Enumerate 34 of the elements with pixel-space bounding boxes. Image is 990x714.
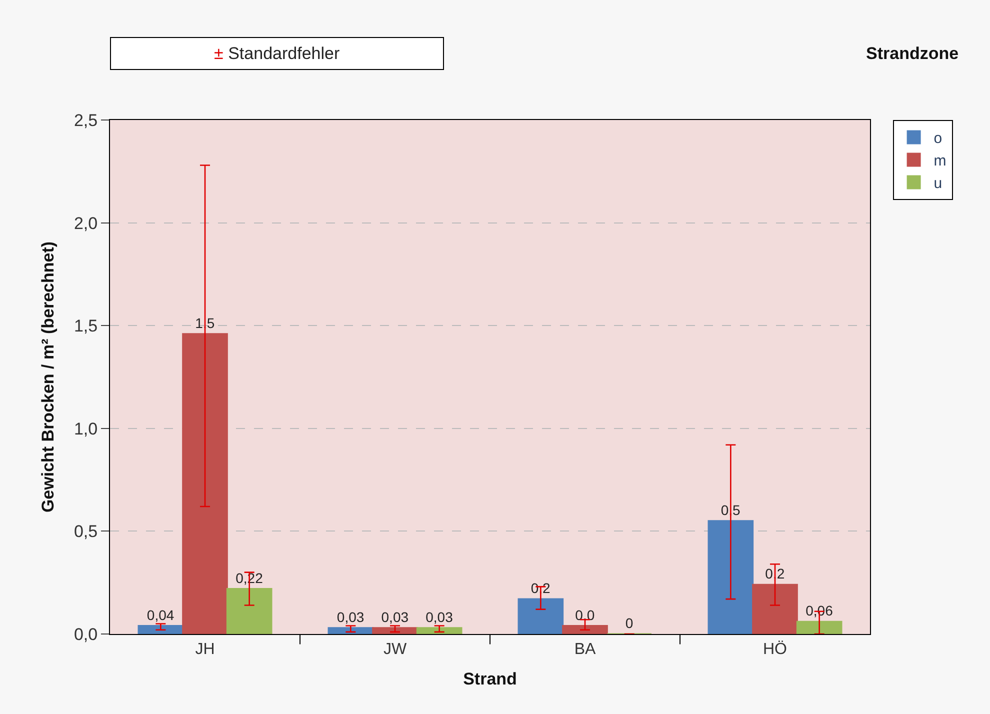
- bar: [182, 333, 228, 634]
- bar: [796, 620, 842, 634]
- x-tick-label: JH: [195, 641, 215, 658]
- bar: [138, 625, 184, 634]
- bar: [328, 627, 374, 634]
- legend-label: u: [934, 175, 942, 192]
- y-tick-label: 1,0: [74, 419, 98, 438]
- x-tick-label: BA: [574, 641, 596, 658]
- text: ± Standardfehler: [214, 44, 340, 63]
- y-axis-title: Gewicht Brocken / m² (berechnet): [38, 241, 58, 513]
- bar: [518, 598, 564, 634]
- data-label: 0,03: [426, 608, 454, 625]
- data-label: 0,03: [336, 608, 364, 625]
- legend-title: Strandzone: [866, 44, 959, 63]
- legend-label: m: [934, 152, 946, 170]
- data-label: 0,03: [381, 608, 409, 625]
- data-label: 0,04: [146, 606, 174, 623]
- x-tick-label: JW: [383, 641, 408, 658]
- bar: [226, 588, 272, 634]
- bar: [416, 627, 462, 634]
- y-tick-label: 2,0: [74, 214, 98, 233]
- bar: [562, 625, 608, 634]
- y-tick-label: 0,5: [74, 522, 98, 542]
- y-tick-label: 1,5: [74, 316, 98, 336]
- x-tick-label: HÖ: [763, 640, 787, 658]
- y-tick-label: 2,5: [74, 110, 98, 130]
- legend-label: o: [934, 130, 942, 148]
- bar: [372, 627, 418, 634]
- y-tick-label: 0,0: [74, 624, 98, 644]
- bar: [708, 520, 754, 634]
- bar: [752, 584, 798, 634]
- data-label: 0: [625, 615, 634, 631]
- data-label: 0,06: [806, 602, 834, 619]
- x-axis-title: Strand: [463, 670, 517, 689]
